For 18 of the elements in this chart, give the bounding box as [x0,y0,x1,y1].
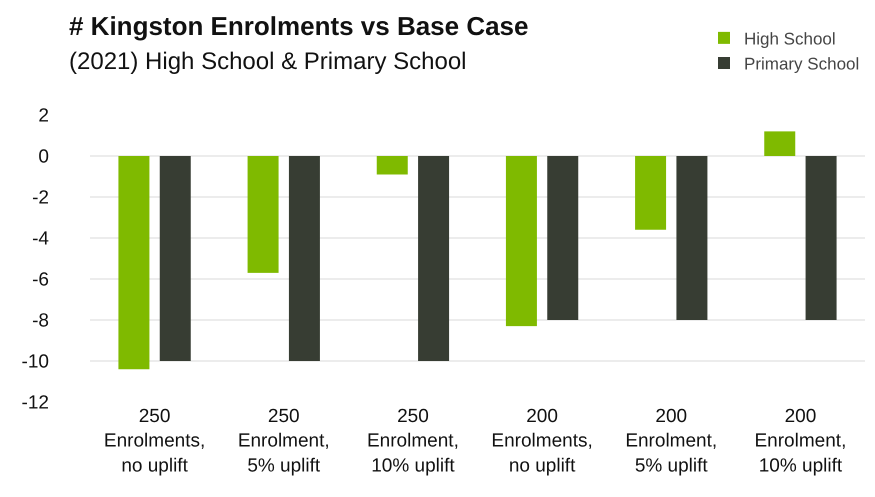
x-tick-label: 200 Enrolments, no uplift [491,406,593,476]
y-tick-label: -12 [22,392,49,414]
legend-label: Primary School [744,54,860,74]
x-tick-label: 200 Enrolment, 5% uplift [625,406,718,476]
y-tick-label: -6 [32,270,49,291]
chart-subtitle: (2021) High School & Primary School [69,48,467,75]
y-tick-label: 0 [38,146,49,168]
y-tick-label: -2 [32,188,49,209]
chart-title: # Kingston Enrolments vs Base Case [69,11,528,41]
legend-label: High School [744,29,836,48]
x-tick-label: 250 Enrolments, no uplift [104,406,206,476]
x-tick-label: 250 Enrolment, 5% uplift [238,406,330,476]
y-tick-label: -4 [32,228,50,250]
y-tick-label: -10 [22,352,49,373]
x-tick-label: 200 Enrolment, 10% uplift [754,406,846,476]
x-tick-label: 250 Enrolment, 10% uplift [366,406,459,476]
y-tick-label: 2 [38,106,49,127]
y-tick-label: -8 [32,310,49,332]
